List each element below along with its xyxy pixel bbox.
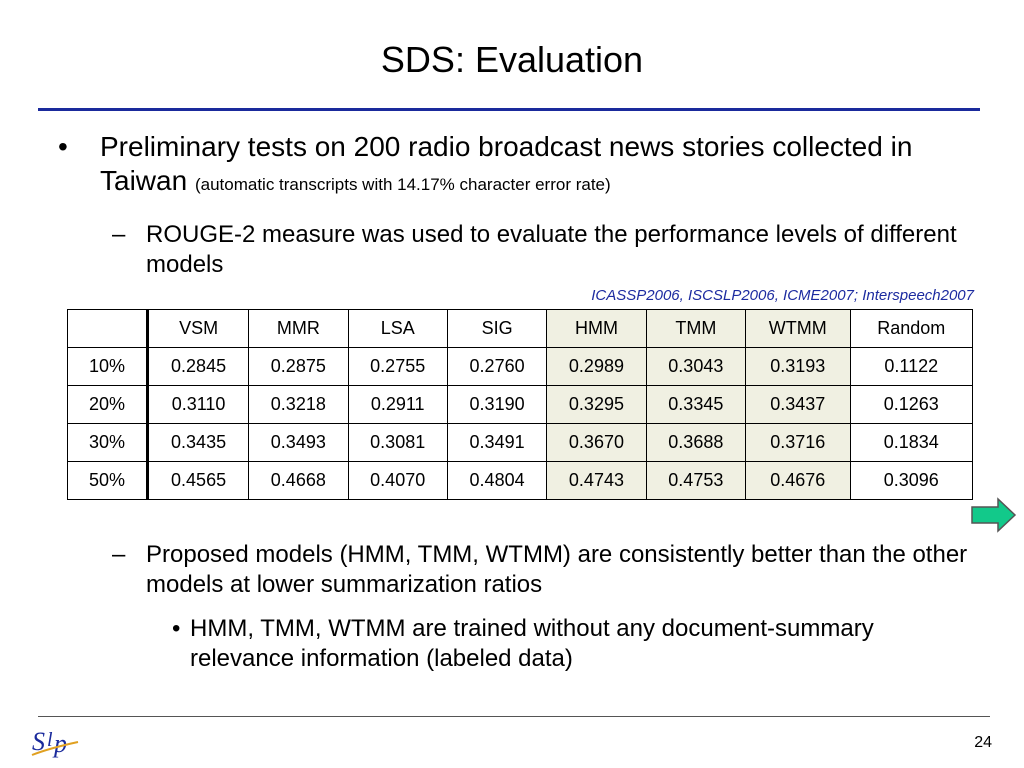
table-row: 10% 0.2845 0.2875 0.2755 0.2760 0.2989 0.3043 0… (67, 347, 974, 386)
main-bullet-main: Preliminary tests on 200 radio broadcast… (100, 131, 913, 196)
table-cell: 0.3437 (745, 385, 851, 424)
table-header-cell (67, 309, 149, 348)
table-cell: 0.2911 (347, 385, 448, 424)
table-cell: 0.4565 (146, 461, 250, 500)
table-header-cell: HMM (546, 309, 647, 348)
table-cell: 0.4070 (347, 461, 448, 500)
footer-divider (38, 716, 990, 717)
slide-title: SDS: Evaluation (380, 39, 644, 80)
table-row: 30% 0.3435 0.3493 0.3081 0.3491 0.3670 0.3688 0… (67, 423, 974, 462)
title-divider (38, 108, 980, 111)
table-row: 20% 0.3110 0.3218 0.2911 0.3190 0.3295 0.3345 0… (67, 385, 974, 424)
table-cell: 0.4804 (446, 461, 548, 500)
table-cell: 0.1122 (849, 347, 974, 386)
table-header-cell: LSA (347, 309, 448, 348)
table-header-cell: WTMM (745, 309, 851, 348)
table-cell: 0.1263 (849, 385, 974, 424)
table-cell: 0.3218 (248, 385, 349, 424)
table-cell: 0.2875 (248, 347, 349, 386)
table-header-cell: SIG (446, 309, 548, 348)
table-cell: 0.4743 (546, 461, 647, 500)
table-cell: 0.3435 (146, 423, 250, 462)
table-header-cell: Random (849, 309, 974, 348)
table-cell: 0.2755 (347, 347, 448, 386)
table-header-cell: TMM (645, 309, 747, 348)
table-row-label: 20% (67, 385, 149, 424)
main-bullet-text: Preliminary tests on 200 radio broadcast… (100, 130, 980, 202)
right-arrow-icon[interactable] (971, 497, 1017, 533)
results-table: VSM MMR LSA SIG HMM TMM WTMM Random 10% 0.2845 0.2… (67, 309, 974, 500)
table-header-row: VSM MMR LSA SIG HMM TMM WTMM Random (67, 309, 974, 348)
table-cell: 0.1834 (849, 423, 974, 462)
table-cell: 0.3190 (446, 385, 548, 424)
table-cell: 0.3193 (745, 347, 851, 386)
bullet-dot: • (58, 131, 68, 162)
table-cell: 0.3345 (645, 385, 747, 424)
table-cell: 0.3493 (248, 423, 349, 462)
table-cell: 0.3670 (546, 423, 647, 462)
table-cell: 0.3491 (446, 423, 548, 462)
table-row-label: 30% (67, 423, 149, 462)
svg-text:l: l (47, 729, 53, 751)
slp-logo-icon: S l p (31, 727, 79, 758)
table-cell: 0.3688 (645, 423, 747, 462)
table-cell: 0.3081 (347, 423, 448, 462)
table-cell: 0.3110 (146, 385, 250, 424)
table-cell: 0.3295 (546, 385, 647, 424)
svg-text:p: p (52, 729, 67, 758)
table-cell: 0.3043 (645, 347, 747, 386)
table-cell: 0.3716 (745, 423, 851, 462)
dash-marker: – (112, 541, 126, 568)
sub-bullet-proposed-text: Proposed models (HMM, TMM, WTMM) are con… (146, 541, 968, 598)
main-bullet-note: (automatic transcripts with 14.17% chara… (194, 175, 611, 194)
table-cell: 0.2760 (446, 347, 548, 386)
subsub-bullet-training-text: HMM, TMM, WTMM are trained without any d… (190, 615, 874, 672)
table-header-cell: MMR (248, 309, 349, 348)
table-cell: 0.2845 (146, 347, 250, 386)
sub-bullet-rouge-text: ROUGE-2 measure was used to evaluate the… (146, 221, 957, 278)
table-row-label: 10% (67, 347, 149, 386)
table-header-cell: VSM (146, 309, 250, 348)
dash-marker: – (112, 221, 126, 248)
table-row-label: 50% (67, 461, 149, 500)
reference-citation: ICASSP2006, ISCSLP2006, ICME2007; Inters… (591, 287, 974, 304)
table-cell: 0.4676 (745, 461, 851, 500)
page-number: 24 (974, 734, 992, 751)
table-row: 50% 0.4565 0.4668 0.4070 0.4804 0.4743 0.4753 0… (67, 461, 974, 500)
table-cell: 0.2989 (546, 347, 647, 386)
table-cell: 0.4668 (248, 461, 349, 500)
table-cell: 0.4753 (645, 461, 747, 500)
bullet-dot: • (172, 615, 181, 642)
svg-text:S: S (32, 727, 45, 756)
table-cell: 0.3096 (849, 461, 974, 500)
